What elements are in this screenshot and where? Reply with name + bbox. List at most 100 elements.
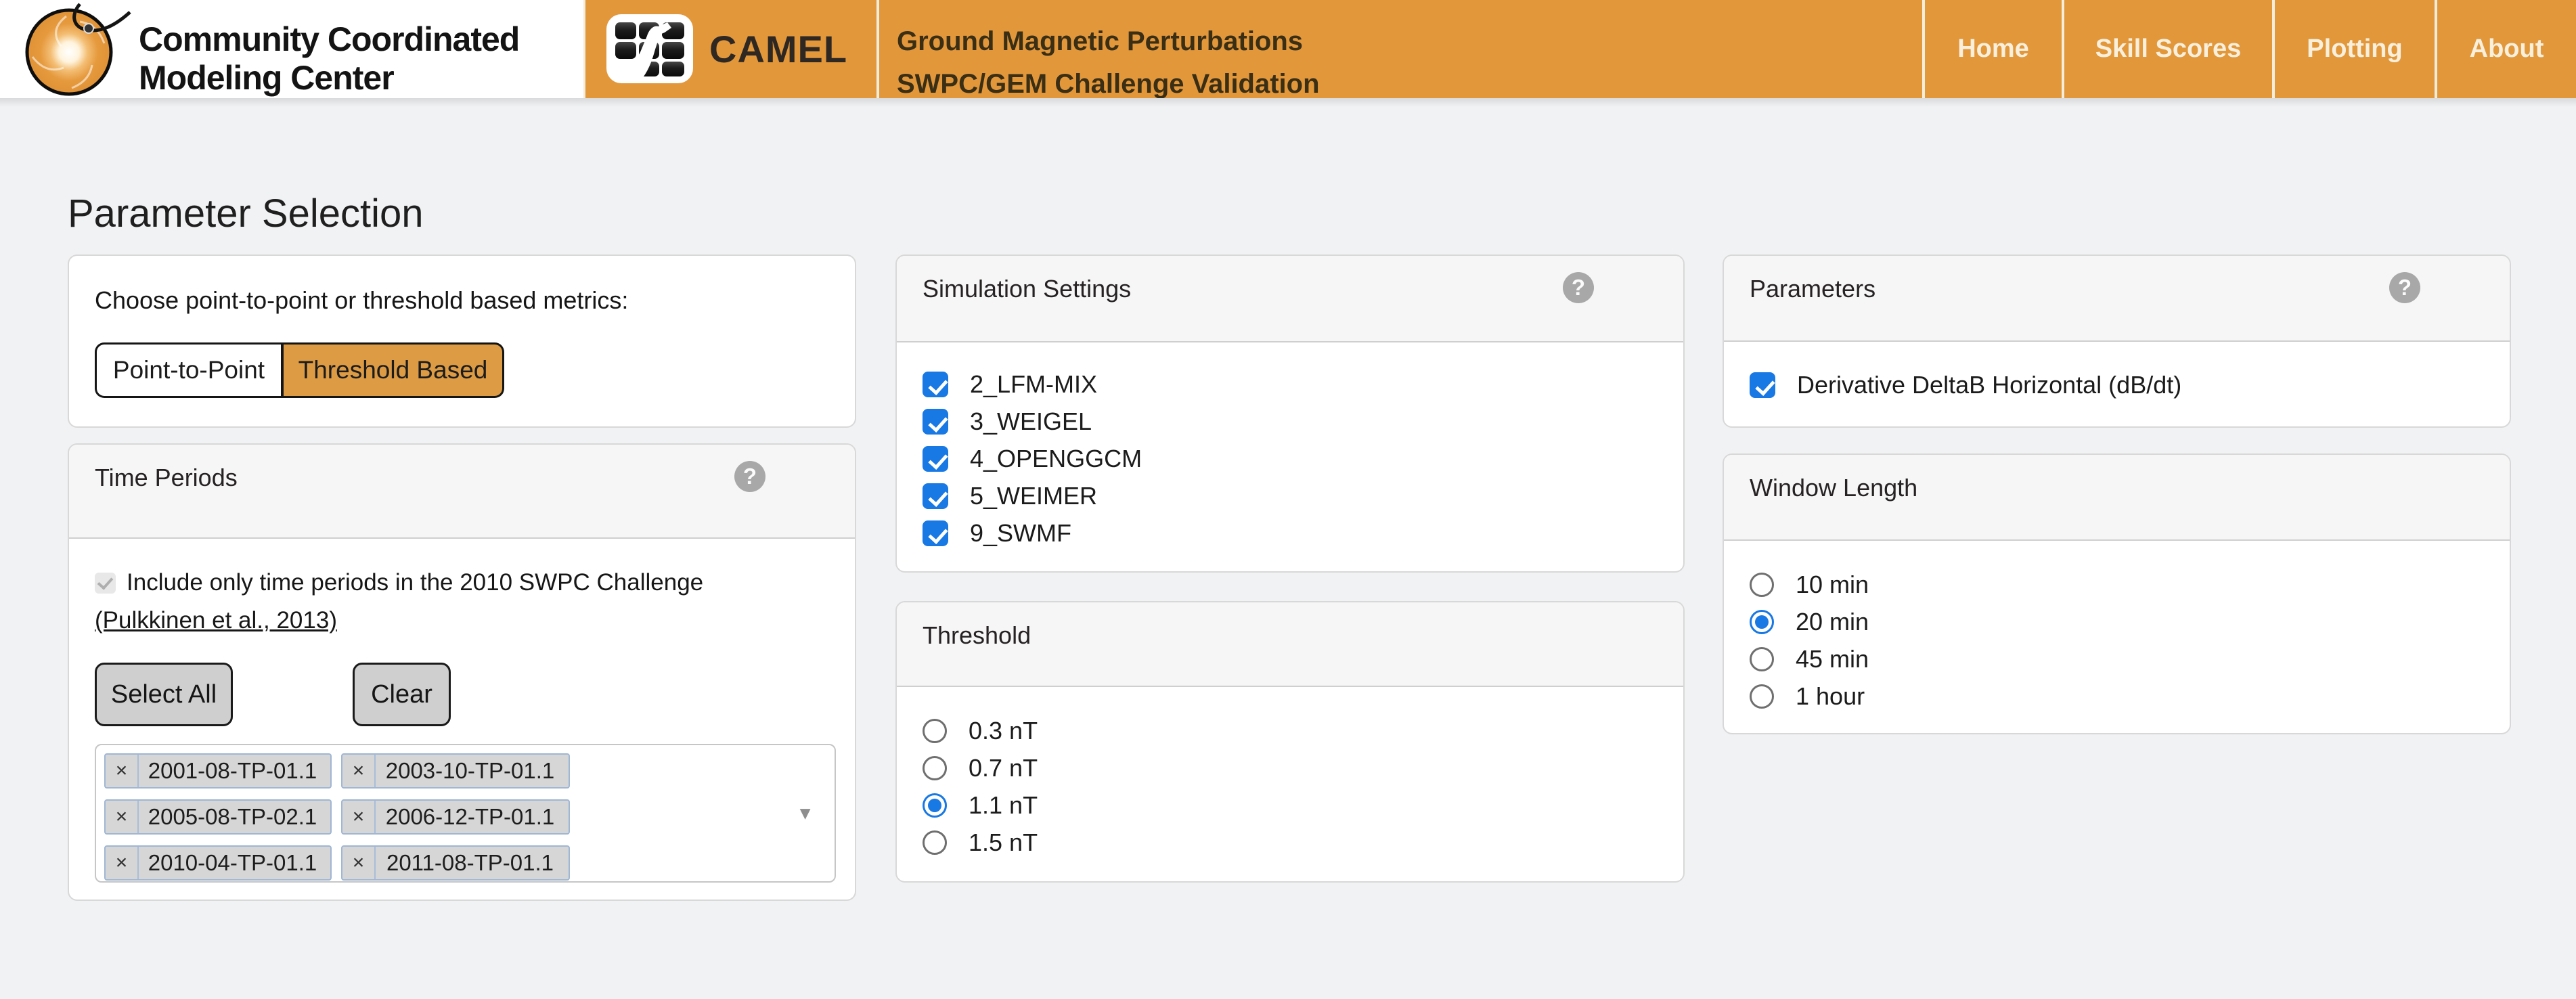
threshold-option-label: 0.3 nT [969, 716, 1038, 745]
window-length-option-row[interactable]: 20 min [1724, 603, 2510, 640]
time-periods-title: Time Periods [95, 464, 238, 491]
metric-type-toggle: Point-to-Point Threshold Based [95, 342, 504, 398]
window-length-radio[interactable] [1750, 572, 1774, 597]
tag-label: 2011-08-TP-01.1 [386, 850, 554, 875]
parameters-title: Parameters [1750, 275, 1876, 303]
time-period-tag: × 2001-08-TP-01.1 [104, 753, 332, 789]
threshold-option-row[interactable]: 0.7 nT [897, 749, 1683, 786]
nav-item-about[interactable]: About [2435, 0, 2576, 98]
remove-tag-button[interactable]: × [342, 801, 376, 833]
help-icon[interactable]: ? [2389, 272, 2420, 303]
camel-logo-icon [606, 14, 693, 83]
parameter-label: Derivative DeltaB Horizontal (dB/dt) [1797, 370, 2182, 399]
window-length-option-label: 10 min [1796, 570, 1869, 598]
time-period-tag: × 2005-08-TP-02.1 [104, 799, 332, 835]
metric-type-prompt: Choose point-to-point or threshold based… [95, 286, 629, 314]
model-checkbox[interactable] [923, 483, 948, 509]
model-checkbox[interactable] [923, 371, 948, 397]
swpc-challenge-filter: Include only time periods in the 2010 SW… [95, 564, 745, 640]
window-length-option-row[interactable]: 1 hour [1724, 678, 2510, 715]
threshold-radio[interactable] [923, 755, 947, 780]
parameters-body: Derivative DeltaB Horizontal (dB/dt) [1724, 342, 2510, 403]
nav-item-skill-scores[interactable]: Skill Scores [2062, 0, 2272, 98]
remove-tag-button[interactable]: × [342, 847, 376, 879]
tag-label: 2005-08-TP-02.1 [148, 804, 317, 829]
metric-type-card: Choose point-to-point or threshold based… [68, 254, 856, 428]
window-length-option-label: 20 min [1796, 607, 1869, 636]
parameters-card: Parameters ? Derivative DeltaB Horizonta… [1723, 254, 2511, 428]
time-period-tag: × 2010-04-TP-01.1 [104, 845, 332, 881]
model-checkbox[interactable] [923, 520, 948, 546]
dropdown-caret-icon: ▼ [796, 803, 814, 823]
ccmc-logo-panel: Community Coordinated Modeling Center [0, 0, 583, 98]
model-row[interactable]: 9_SWMF [897, 514, 1683, 552]
threshold-body: 0.3 nT 0.7 nT 1.1 nT 1.5 nT [897, 687, 1683, 861]
model-checkbox[interactable] [923, 445, 948, 472]
model-checkbox[interactable] [923, 408, 948, 435]
parameter-checkbox[interactable] [1750, 372, 1775, 398]
model-row[interactable]: 5_WEIMER [897, 477, 1683, 514]
time-periods-card: Time Periods ? Include only time periods… [68, 443, 856, 901]
threshold-option-row[interactable]: 1.1 nT [897, 786, 1683, 824]
parameter-row[interactable]: Derivative DeltaB Horizontal (dB/dt) [1724, 366, 2510, 403]
window-length-radio[interactable] [1750, 609, 1774, 634]
threshold-option-label: 1.5 nT [969, 828, 1038, 856]
brand-line2: Modeling Center [139, 59, 395, 97]
help-icon[interactable]: ? [1563, 272, 1594, 303]
threshold-option-label: 0.7 nT [969, 753, 1038, 782]
remove-tag-button[interactable]: × [106, 801, 139, 833]
main-nav: Home Skill Scores Plotting About [1922, 0, 2576, 98]
time-period-tag: × 2006-12-TP-01.1 [341, 799, 570, 835]
pulkkinen-citation-link[interactable]: (Pulkkinen et al., 2013) [95, 607, 337, 634]
time-periods-multiselect[interactable]: × 2001-08-TP-01.1 × 2003-10-TP-01.1 × 20… [95, 744, 836, 883]
header-divider [876, 0, 879, 98]
window-length-radio[interactable] [1750, 646, 1774, 671]
simulation-settings-body: 2_LFM-MIX 3_WEIGEL 4_OPENGGCM 5_WEIMER 9… [897, 342, 1683, 552]
model-row[interactable]: 2_LFM-MIX [897, 365, 1683, 403]
window-length-card: Window Length 10 min 20 min 45 min 1 hou… [1723, 453, 2511, 734]
site-title-line1: Ground Magnetic Perturbations [897, 26, 1304, 56]
swpc-challenge-label: Include only time periods in the 2010 SW… [127, 569, 704, 596]
window-length-radio[interactable] [1750, 684, 1774, 709]
help-icon[interactable]: ? [734, 461, 765, 492]
brand-name: Community Coordinated Modeling Center [139, 20, 520, 97]
window-length-option-label: 1 hour [1796, 682, 1865, 710]
nav-item-home[interactable]: Home [1922, 0, 2062, 98]
brand-line1: Community Coordinated [139, 20, 520, 58]
nav-item-plotting[interactable]: Plotting [2272, 0, 2435, 98]
threshold-option-row[interactable]: 1.5 nT [897, 824, 1683, 861]
window-length-body: 10 min 20 min 45 min 1 hour [1724, 541, 2510, 715]
window-length-option-row[interactable]: 10 min [1724, 566, 2510, 603]
simulation-settings-card: Simulation Settings ? 2_LFM-MIX 3_WEIGEL… [895, 254, 1685, 573]
window-length-option-row[interactable]: 45 min [1724, 640, 2510, 678]
swpc-challenge-checkbox[interactable] [95, 573, 116, 594]
select-all-button[interactable]: Select All [95, 663, 233, 726]
tag-label: 2003-10-TP-01.1 [385, 758, 555, 783]
app-name: CAMEL [709, 28, 848, 70]
time-period-tag: × 2011-08-TP-01.1 [341, 845, 570, 881]
threshold-radio[interactable] [923, 718, 947, 743]
model-row[interactable]: 3_WEIGEL [897, 403, 1683, 440]
page-title: Parameter Selection [68, 192, 424, 236]
window-length-option-label: 45 min [1796, 644, 1869, 673]
model-label: 5_WEIMER [970, 481, 1098, 510]
threshold-option-row[interactable]: 0.3 nT [897, 712, 1683, 749]
model-row[interactable]: 4_OPENGGCM [897, 440, 1683, 477]
point-to-point-button[interactable]: Point-to-Point [95, 342, 282, 398]
remove-tag-button[interactable]: × [106, 847, 139, 879]
threshold-based-button[interactable]: Threshold Based [282, 342, 504, 398]
remove-tag-button[interactable]: × [342, 755, 376, 787]
site-title-line2: SWPC/GEM Challenge Validation [897, 69, 1320, 99]
clear-button[interactable]: Clear [353, 663, 451, 726]
ccmc-sun-logo-icon [25, 3, 131, 96]
simulation-settings-header: Simulation Settings ? [897, 256, 1683, 342]
time-periods-header: Time Periods ? [69, 445, 855, 539]
threshold-card: Threshold 0.3 nT 0.7 nT 1.1 nT 1.5 nT [895, 601, 1685, 883]
threshold-radio[interactable] [923, 830, 947, 855]
parameters-header: Parameters ? [1724, 256, 2510, 342]
model-label: 9_SWMF [970, 518, 1072, 547]
threshold-radio[interactable] [923, 793, 947, 818]
remove-tag-button[interactable]: × [106, 755, 139, 787]
threshold-header: Threshold [897, 602, 1683, 687]
